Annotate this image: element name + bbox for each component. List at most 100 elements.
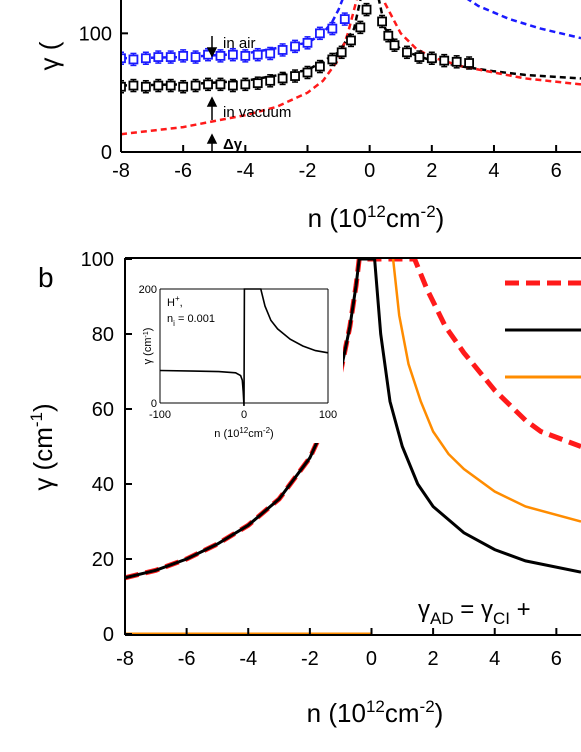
panel-b-ytick-label: 80: [92, 324, 114, 346]
panel-a-fit-line-0: [121, 0, 581, 60]
panel-a-point-s1-20: [355, 20, 366, 35]
panel-a-point-s0-17: [327, 21, 338, 36]
panel-a-point-s0-4: [165, 50, 176, 64]
panel-b-ytick-label: 0: [103, 624, 114, 646]
panel-a-point-s0-11: [252, 47, 263, 62]
panel-a-point-s1-27: [414, 50, 425, 64]
panel-a-point-s1-18: [336, 45, 347, 60]
panel-b-ytick-label: 20: [92, 549, 114, 571]
panel-a-point-s0-1: [128, 52, 139, 67]
panel-a-point-s1-31: [464, 56, 475, 70]
panel-b-ytick-label: 100: [81, 249, 114, 271]
panel-a-point-s0-5: [178, 49, 189, 63]
panel-a-point-s0-16: [315, 26, 325, 41]
inset-xtick-label: 100: [319, 409, 337, 421]
inset-ytick-label: 0: [151, 398, 157, 410]
panel-a-point-s1-29: [439, 53, 450, 68]
panel-b-xtick-label: -2: [301, 648, 319, 670]
panel-a-y-label: γ (: [34, 41, 64, 70]
panel-a-point-s0-13: [277, 43, 288, 57]
panel-a-point-s1-14: [290, 69, 300, 83]
annotation-arrows: [206, 36, 218, 153]
panel-a-point-s1-16: [315, 59, 325, 74]
panel-a-ytick-label: 0: [101, 142, 112, 164]
panel-a-point-s1-19: [346, 33, 356, 48]
panel-a-point-s1-4: [165, 78, 176, 93]
panel-a-point-s1-25: [389, 38, 400, 52]
inset-x-label: n (1012cm-2): [214, 426, 273, 440]
panel-a-xtick-label: -4: [236, 160, 254, 182]
panel-a-xtick-label: -8: [112, 160, 130, 182]
panel-a-point-s0-2: [140, 51, 151, 66]
panel-b-series-line-1: [125, 258, 581, 580]
panel-a-xtick-label: 0: [364, 160, 375, 182]
panel-a-point-s1-0: [121, 79, 126, 94]
panel-a-point-s0-0: [121, 51, 126, 66]
panel-a-point-s0-14: [290, 39, 300, 54]
panel-a-point-s1-13: [277, 71, 288, 86]
panel-a-point-s0-18: [339, 12, 350, 26]
annotation-delta-gamma: Δγ: [223, 136, 243, 153]
panel-a-ticks: [120, 32, 558, 153]
panel-a-point-s1-12: [265, 74, 276, 88]
panel-a-ytick-label: 100: [79, 23, 112, 45]
panel-a-point-s1-15: [302, 65, 313, 80]
panel-a-point-s0-15: [302, 36, 313, 50]
inset-line: [159, 288, 329, 406]
panel-a-points: [121, 2, 475, 94]
panel-a-point-s0-10: [240, 49, 251, 63]
panel-a-point-s1-3: [153, 78, 164, 93]
panel-b-xtick-label: 4: [489, 648, 500, 670]
inset-background: [133, 268, 343, 443]
panel-a-point-s1-5: [178, 79, 189, 94]
panel-a-point-s1-21: [361, 2, 372, 17]
panel-b-xtick-label: -8: [116, 648, 134, 670]
inset-xtick-label: 0: [241, 409, 247, 421]
panel-a-point-s0-12: [265, 46, 276, 61]
panel-a-point-s1-24: [383, 28, 394, 43]
inset-ni-label: ni = 0.001: [167, 313, 215, 328]
panel-a-point-s1-26: [402, 45, 412, 60]
panel-a-point-s1-11: [252, 76, 263, 90]
panel-a-xtick-label: 4: [488, 160, 499, 182]
inset-series-line: [159, 288, 329, 406]
panel-a-xtick-label: 2: [426, 160, 437, 182]
panel-b-ticks: [124, 258, 558, 635]
panel-a-point-s0-3: [153, 50, 164, 64]
panel-a-point-s1-9: [227, 78, 238, 93]
panel-b-xtick-label: -4: [239, 648, 257, 670]
panel-a-point-s0-8: [215, 49, 226, 63]
panel-a: -8 -6 -4 -2 0 2 4 6 0 100 in air in vacuum Δγ γ (…: [34, 0, 581, 233]
panel-a-xtick-label: -6: [174, 160, 192, 182]
panel-a-xtick-label: -2: [299, 160, 317, 182]
panel-b-xtick-label: 0: [366, 648, 377, 670]
panel-b-xtick-label: 2: [428, 648, 439, 670]
panel-b-x-label: n (1012cm-2): [307, 697, 444, 728]
panel-b-xtick-label: 6: [551, 648, 562, 670]
panel-b-ytick-label: 60: [92, 399, 114, 421]
panel-a-point-s0-9: [227, 47, 238, 62]
inset-y-label: γ (cm-1): [142, 328, 154, 365]
panel-b-xtick-label: -6: [178, 648, 196, 670]
panel-a-xtick-label: 6: [551, 160, 562, 182]
panel-b-ytick-label: 40: [92, 474, 114, 496]
panel-a-point-s1-30: [451, 55, 462, 69]
panel-b-legend: [505, 280, 581, 379]
panel-a-point-s1-23: [377, 14, 387, 29]
panel-b-y-label: γ (cm-1): [27, 403, 58, 490]
panel-b-series-line-2: [391, 258, 581, 523]
panel-a-tick-labels: -8 -6 -4 -2 0 2 4 6 0 100: [79, 23, 562, 182]
panel-a-fits: [121, 0, 581, 136]
inset-ytick-label: 200: [139, 284, 157, 296]
panel-a-point-s1-28: [426, 51, 437, 66]
panel-a-point-s1-2: [140, 79, 151, 94]
panel-a-point-s1-7: [203, 77, 213, 92]
panel-a-point-s0-6: [190, 50, 201, 64]
panel-a-point-s1-17: [327, 52, 338, 67]
inset-xtick-label: -100: [149, 409, 171, 421]
panel-a-point-s1-6: [190, 78, 201, 93]
